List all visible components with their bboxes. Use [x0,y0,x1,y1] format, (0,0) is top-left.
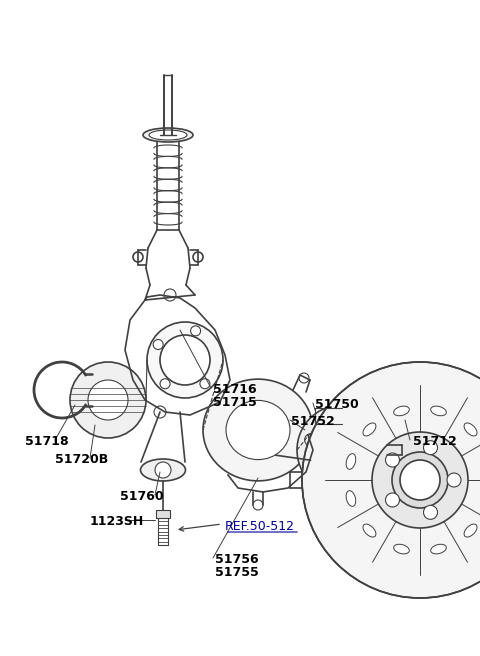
Text: REF.50-512: REF.50-512 [225,520,295,533]
Ellipse shape [226,400,290,460]
Circle shape [147,322,223,398]
Circle shape [318,426,366,474]
Ellipse shape [203,379,313,481]
Circle shape [153,340,163,350]
Circle shape [193,252,203,262]
Ellipse shape [394,544,409,554]
Circle shape [302,362,480,598]
Text: 51712: 51712 [413,435,457,448]
Circle shape [164,289,176,301]
Circle shape [160,335,210,385]
Text: 51756: 51756 [215,553,259,566]
Text: 51750: 51750 [315,398,359,411]
Ellipse shape [363,423,376,436]
Circle shape [154,406,166,418]
Ellipse shape [141,459,185,481]
Circle shape [367,434,379,446]
Text: 51716: 51716 [213,383,257,396]
Bar [156,510,170,518]
Text: 51760: 51760 [120,490,164,503]
Circle shape [253,500,263,510]
Ellipse shape [88,380,128,420]
Ellipse shape [143,128,193,142]
Circle shape [400,460,440,500]
Text: 1123SH: 1123SH [90,515,144,528]
Ellipse shape [346,454,356,469]
Circle shape [376,447,382,453]
Text: 51718: 51718 [25,435,69,448]
Text: 51720B: 51720B [55,453,108,466]
Text: 51755: 51755 [215,566,259,579]
Ellipse shape [464,524,477,537]
Circle shape [305,434,317,446]
Circle shape [376,447,382,453]
Circle shape [385,493,399,507]
Bar [157,140,179,230]
Circle shape [160,379,170,389]
Ellipse shape [346,491,356,506]
Circle shape [355,471,367,483]
Ellipse shape [431,544,446,554]
Circle shape [317,471,329,483]
Text: 51715: 51715 [213,396,257,409]
Circle shape [385,453,399,467]
Ellipse shape [464,423,477,436]
Circle shape [191,326,201,336]
Circle shape [376,447,382,453]
Circle shape [297,405,387,495]
Circle shape [200,379,210,389]
Circle shape [372,432,468,528]
Circle shape [330,438,354,462]
Circle shape [423,441,437,455]
Ellipse shape [149,130,187,140]
Ellipse shape [70,362,146,438]
Ellipse shape [394,406,409,416]
Circle shape [392,452,448,508]
Circle shape [133,252,143,262]
Text: 51752: 51752 [291,415,335,428]
Circle shape [376,447,382,453]
Circle shape [155,462,171,478]
Circle shape [299,373,309,383]
Circle shape [376,447,382,453]
Circle shape [336,411,348,423]
Ellipse shape [363,524,376,537]
Circle shape [423,505,437,520]
Circle shape [447,473,461,487]
Ellipse shape [431,406,446,416]
